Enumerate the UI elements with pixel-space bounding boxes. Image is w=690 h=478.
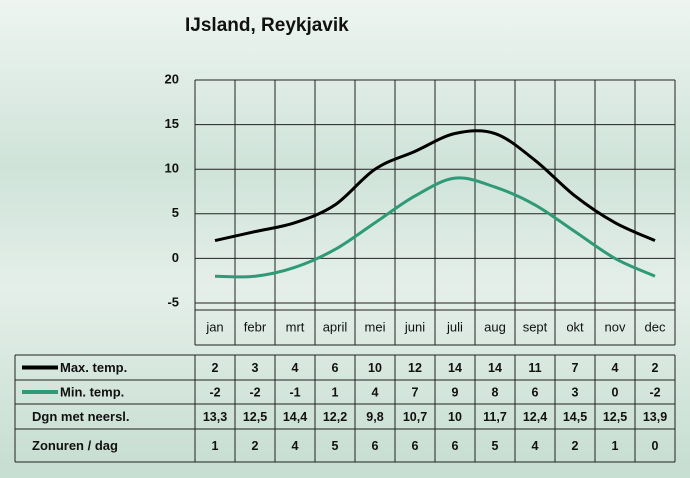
table-cell: 5 <box>332 439 339 453</box>
table-cell: -2 <box>209 385 220 399</box>
legend-label: Max. temp. <box>60 360 127 375</box>
table-cell: 4 <box>372 385 379 399</box>
table-cell: 6 <box>412 439 419 453</box>
table-cell: 1 <box>332 385 339 399</box>
table-cell: 12,5 <box>243 410 267 424</box>
table-cell: 6 <box>532 385 539 399</box>
table-cell: 13,9 <box>643 410 667 424</box>
table-cell: -2 <box>249 385 260 399</box>
x-tick-label: nov <box>605 319 626 334</box>
table-cell: -1 <box>289 385 300 399</box>
table-cell: 1 <box>212 439 219 453</box>
chart: IJsland, Reykjavik 20151050-5janfebrmrta… <box>0 0 690 478</box>
chart-title: IJsland, Reykjavik <box>185 15 349 36</box>
row-label: Zonuren / dag <box>32 438 118 453</box>
table-cell: -2 <box>649 385 660 399</box>
table-cell: 2 <box>252 439 259 453</box>
y-tick-label: 10 <box>165 161 179 176</box>
table-cell: 4 <box>292 439 299 453</box>
table-cell: 14,4 <box>283 410 307 424</box>
x-tick-label: okt <box>566 319 584 334</box>
table-cell: 14 <box>448 361 462 375</box>
row-label: Dgn met neersl. <box>32 409 130 424</box>
table-cell: 7 <box>572 361 579 375</box>
x-tick-label: juni <box>404 319 425 334</box>
table-cell: 4 <box>612 361 619 375</box>
table-cell: 3 <box>572 385 579 399</box>
y-tick-label: 5 <box>172 205 179 220</box>
x-tick-label: mrt <box>286 319 305 334</box>
table-cell: 2 <box>212 361 219 375</box>
table-cell: 2 <box>572 439 579 453</box>
x-tick-label: febr <box>244 319 267 334</box>
table-cell: 0 <box>612 385 619 399</box>
table-cell: 2 <box>652 361 659 375</box>
x-tick-label: juli <box>446 319 463 334</box>
table-cell: 12 <box>408 361 422 375</box>
table-cell: 13,3 <box>203 410 227 424</box>
table-cell: 9 <box>452 385 459 399</box>
x-tick-label: sept <box>523 319 548 334</box>
y-tick-label: 15 <box>165 116 179 131</box>
table-cell: 11 <box>528 361 541 375</box>
table-cell: 6 <box>372 439 379 453</box>
y-tick-label: 20 <box>165 71 179 86</box>
table-cell: 3 <box>252 361 259 375</box>
table-cell: 6 <box>452 439 459 453</box>
table-cell: 0 <box>652 439 659 453</box>
table-cell: 9,8 <box>366 410 383 424</box>
x-tick-label: mei <box>365 319 386 334</box>
table-cell: 8 <box>492 385 499 399</box>
table-cell: 11,7 <box>483 410 507 424</box>
legend-label: Min. temp. <box>60 384 124 399</box>
table-cell: 14 <box>488 361 502 375</box>
y-tick-label: -5 <box>167 294 179 309</box>
table-cell: 10,7 <box>403 410 427 424</box>
table-cell: 12,4 <box>523 410 547 424</box>
table-cell: 6 <box>332 361 339 375</box>
y-tick-label: 0 <box>172 250 179 265</box>
table-cell: 12,2 <box>323 410 347 424</box>
table-cell: 12,5 <box>603 410 627 424</box>
x-tick-label: aug <box>484 319 506 334</box>
table-cell: 4 <box>532 439 539 453</box>
table-cell: 10 <box>448 410 462 424</box>
x-tick-label: dec <box>645 319 666 334</box>
table-cell: 14,5 <box>563 410 587 424</box>
x-tick-label: jan <box>205 319 223 334</box>
table-cell: 7 <box>412 385 419 399</box>
table-cell: 5 <box>492 439 499 453</box>
table-cell: 4 <box>292 361 299 375</box>
table-cell: 10 <box>368 361 382 375</box>
table-cell: 1 <box>612 439 619 453</box>
x-tick-label: april <box>323 319 348 334</box>
